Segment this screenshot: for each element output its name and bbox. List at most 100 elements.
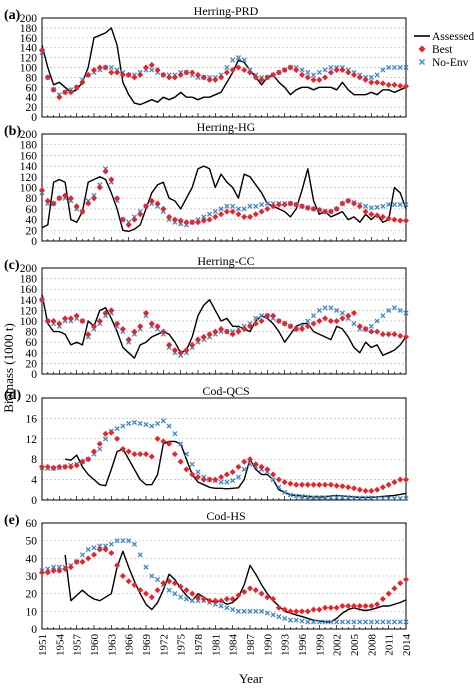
no-env-point xyxy=(241,466,247,472)
best-point xyxy=(62,463,69,470)
best-point xyxy=(391,81,398,88)
best-point xyxy=(91,448,97,455)
best-point xyxy=(67,89,74,96)
best-point xyxy=(212,213,219,220)
no-env-point xyxy=(322,305,328,311)
best-point xyxy=(310,320,317,327)
y-tick-label: 160 xyxy=(20,284,38,296)
best-point xyxy=(304,323,311,330)
best-point xyxy=(252,320,259,327)
best-point xyxy=(212,476,219,483)
best-point xyxy=(50,200,57,207)
no-env-point xyxy=(299,618,305,624)
best-point xyxy=(73,203,80,210)
best-point xyxy=(73,312,80,319)
best-point xyxy=(119,446,126,452)
best-point xyxy=(44,463,51,470)
y-tick-label: 40 xyxy=(26,553,38,565)
no-env-point xyxy=(386,64,392,71)
panel-4: 0 4 8 12 16 20 (d) Cod-QCS xyxy=(4,384,409,507)
best-point xyxy=(56,195,63,202)
no-env-point xyxy=(85,546,91,553)
best-point xyxy=(160,328,167,335)
no-env-point xyxy=(102,436,109,442)
best-point xyxy=(50,567,57,574)
best-point xyxy=(264,205,271,212)
best-point xyxy=(223,595,230,602)
best-point xyxy=(96,64,103,71)
best-point xyxy=(154,587,161,594)
best-point xyxy=(171,216,178,223)
best-point xyxy=(125,578,132,585)
x-tick-labels: 1951 1954 1957 1960 1963 1966 1969 1972 1975 1978… xyxy=(37,634,413,657)
no-env-point xyxy=(310,313,317,319)
y-tick-label: 140 xyxy=(20,43,38,55)
no-env-point xyxy=(230,478,236,484)
no-env-point xyxy=(235,55,242,61)
best-point xyxy=(287,200,294,207)
best-point xyxy=(206,597,213,604)
best-point xyxy=(339,315,346,322)
x-tick-label: 1969 xyxy=(141,634,153,657)
best-point xyxy=(229,66,236,73)
panel-letter: (a) xyxy=(4,8,21,23)
best-point xyxy=(345,603,352,610)
best-point xyxy=(322,315,329,322)
panel-title: Cod-HS xyxy=(206,509,245,523)
best-point xyxy=(206,216,213,223)
no-env-point xyxy=(50,564,57,570)
y-tick-label: 8 xyxy=(31,454,37,466)
best-point xyxy=(252,461,259,468)
best-point xyxy=(154,66,161,73)
best-point xyxy=(102,546,109,553)
best-point xyxy=(345,197,352,204)
y-tick-label: 40 xyxy=(26,215,38,227)
no-env-point xyxy=(241,57,247,63)
best-point xyxy=(44,74,51,81)
best-point xyxy=(374,79,381,86)
best-point xyxy=(368,79,375,86)
best-point xyxy=(275,69,282,76)
best-point xyxy=(287,323,294,330)
best-point xyxy=(304,74,311,81)
best-point xyxy=(397,82,404,89)
best-point xyxy=(362,603,369,610)
no-env-point xyxy=(328,494,334,501)
no-env-point xyxy=(160,418,166,424)
no-env-point xyxy=(351,619,357,625)
best-point xyxy=(91,551,97,558)
best-point xyxy=(171,74,178,81)
no-env-point xyxy=(362,619,369,625)
best-point xyxy=(391,585,398,592)
no-env-point xyxy=(183,596,190,602)
no-env-point xyxy=(172,591,178,597)
x-tick-label: 2005 xyxy=(349,634,361,657)
best-point xyxy=(177,71,184,78)
best-point xyxy=(293,66,300,73)
best-point xyxy=(293,201,300,208)
best-point xyxy=(62,89,69,96)
y-tick-label: 4 xyxy=(31,475,37,487)
no-env-point xyxy=(380,619,386,625)
best-point xyxy=(304,204,311,211)
best-point xyxy=(270,595,277,602)
best-point xyxy=(85,331,92,338)
no-env-point xyxy=(108,64,114,71)
best-point xyxy=(270,312,277,319)
best-point xyxy=(299,203,305,210)
best-point xyxy=(96,546,103,553)
best-point xyxy=(62,192,69,199)
x-tick-label: 1993 xyxy=(280,634,292,657)
y-tick-label: 80 xyxy=(26,72,38,84)
best-point xyxy=(339,200,346,207)
no-env-point xyxy=(374,204,380,210)
best-point xyxy=(200,595,207,602)
no-env-point xyxy=(154,420,161,427)
no-env-point xyxy=(114,538,120,544)
no-env-point xyxy=(397,619,403,625)
no-env-point xyxy=(253,315,259,321)
best-point xyxy=(299,481,305,488)
best-point xyxy=(177,583,184,590)
best-point xyxy=(310,76,317,83)
best-point xyxy=(183,219,190,226)
